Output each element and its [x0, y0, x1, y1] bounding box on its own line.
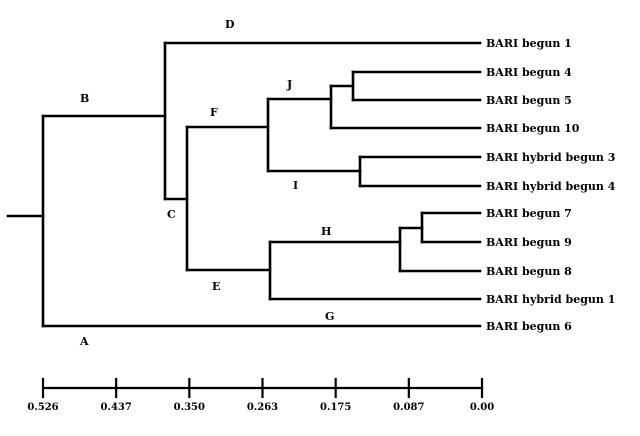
- node-label-c: C: [167, 208, 176, 221]
- leaf-label-hybrid-4: BARI hybrid begun 4: [486, 180, 616, 193]
- node-label-g: G: [325, 310, 334, 323]
- axis-tick-labels: 0.526 0.437 0.350 0.263 0.175 0.087 0.00: [27, 402, 494, 413]
- node-labels: D B J F I C H E G A: [79, 18, 334, 348]
- node-label-j: J: [286, 78, 292, 91]
- node-label-d: D: [225, 18, 235, 31]
- node-label-e: E: [212, 280, 220, 293]
- node-label-b: B: [80, 92, 89, 105]
- axis-tick-label: 0.00: [470, 402, 494, 413]
- node-label-i: I: [293, 179, 298, 192]
- axis-tick-label: 0.437: [101, 402, 132, 413]
- axis-tick-label: 0.087: [393, 402, 424, 413]
- scale-axis: 0.526 0.437 0.350 0.263 0.175 0.087 0.00: [27, 377, 494, 413]
- leaf-label-begun-1: BARI begun 1: [486, 37, 572, 50]
- leaf-label-begun-4: BARI begun 4: [486, 66, 572, 79]
- node-label-f: F: [210, 106, 218, 119]
- axis-tick-label: 0.175: [320, 402, 351, 413]
- axis-tick-label: 0.263: [247, 402, 278, 413]
- axis-tick-label: 0.526: [27, 402, 58, 413]
- leaf-label-hybrid-1: BARI hybrid begun 1: [486, 293, 615, 306]
- axis-tick-label: 0.350: [174, 402, 205, 413]
- leaf-labels: BARI begun 1 BARI begun 4 BARI begun 5 B…: [486, 37, 616, 333]
- node-label-a: A: [79, 335, 89, 348]
- axis-ticks: [41, 377, 484, 399]
- tree-branches: [6, 41, 482, 328]
- leaf-label-begun-6: BARI begun 6: [486, 320, 572, 333]
- leaf-label-begun-9: BARI begun 9: [486, 236, 572, 249]
- leaf-label-begun-10: BARI begun 10: [486, 122, 580, 135]
- leaf-label-begun-5: BARI begun 5: [486, 94, 572, 107]
- leaf-label-begun-7: BARI begun 7: [486, 207, 572, 220]
- leaf-label-hybrid-3: BARI hybrid begun 3: [486, 151, 615, 164]
- node-label-h: H: [321, 225, 331, 238]
- leaf-label-begun-8: BARI begun 8: [486, 265, 572, 278]
